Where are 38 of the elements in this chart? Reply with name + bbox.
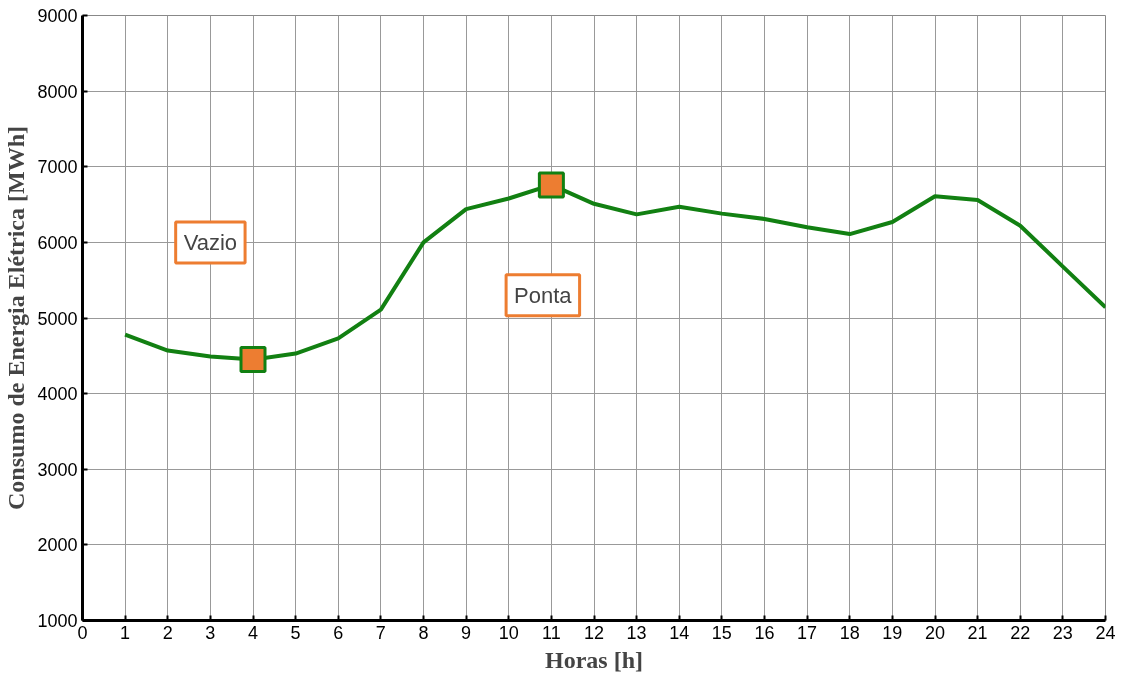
y-axis-title: Consumo de Energia Elétrica [MWh] (3, 126, 30, 510)
x-tick-label: 20 (924, 622, 946, 643)
x-tick-label: 18 (839, 622, 860, 643)
x-axis-title: Horas [h] (545, 646, 643, 673)
x-tick-label: 23 (1052, 622, 1073, 643)
x-tick-label: 14 (669, 622, 690, 643)
x-tick-label: 21 (967, 622, 988, 643)
x-tick-label: 3 (205, 622, 216, 643)
y-tick-label: 6000 (37, 232, 78, 253)
x-tick-label: 15 (711, 622, 732, 643)
x-tick-label: 10 (498, 622, 519, 643)
x-tick-label: 11 (542, 622, 561, 643)
y-tick-label: 5000 (37, 308, 78, 329)
x-tick-label: 24 (1095, 622, 1116, 643)
x-tick-label: 4 (247, 622, 259, 643)
y-tick-label: 1000 (37, 611, 78, 631)
x-tick-label: 19 (882, 622, 903, 643)
y-tick-label: 4000 (37, 384, 78, 405)
y-tick-label: 7000 (37, 157, 78, 178)
y-tick-label: 3000 (37, 459, 78, 480)
y-tick-label: 2000 (37, 535, 78, 556)
x-tick-label: 13 (626, 622, 647, 643)
y-tick-label: 9000 (37, 6, 78, 26)
annotation: Vazio (183, 229, 238, 255)
annotation: Ponta (514, 282, 573, 308)
x-tick-label: 16 (754, 622, 775, 643)
x-tick-label: 7 (375, 622, 386, 643)
y-tick-label: 8000 (37, 81, 78, 102)
x-tick-label: 9 (461, 622, 472, 643)
x-tick-label: 17 (797, 622, 818, 643)
x-tick-label: 22 (1010, 622, 1031, 643)
x-tick-label: 8 (418, 622, 429, 643)
x-tick-label: 1 (120, 622, 131, 643)
x-tick-label: 6 (333, 622, 344, 643)
x-tick-label: 12 (583, 622, 605, 643)
x-tick-label: 2 (162, 622, 173, 643)
x-tick-label: 5 (290, 622, 301, 643)
x-tick-label: 0 (77, 622, 88, 643)
